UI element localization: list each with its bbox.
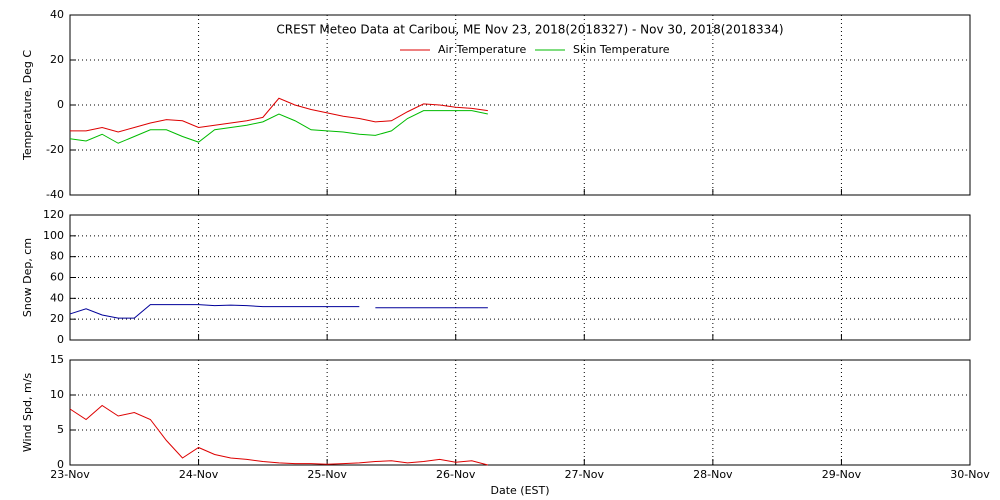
chart-title: CREST Meteo Data at Caribou, ME Nov 23, …	[276, 23, 783, 37]
y-tick-label: 120	[43, 208, 64, 221]
y-tick-label: 20	[50, 53, 64, 66]
y-axis-label: Wind Spd, m/s	[21, 373, 34, 453]
y-tick-label: -40	[46, 188, 64, 201]
y-tick-label: -20	[46, 143, 64, 156]
data-line	[69, 304, 488, 319]
y-tick-label: 40	[50, 8, 64, 21]
x-tick-label: 26-Nov	[436, 468, 476, 481]
y-tick-label: 100	[43, 229, 64, 242]
y-tick-label: 10	[50, 388, 64, 401]
plot-frame	[69, 359, 971, 466]
plot-frame	[69, 214, 971, 341]
y-tick-label: 20	[50, 312, 64, 325]
y-tick-label: 80	[50, 250, 64, 263]
y-tick-label: 0	[57, 98, 64, 111]
y-tick-label: 5	[57, 423, 64, 436]
legend-label: Air Temperature	[438, 43, 527, 56]
x-tick-label: 24-Nov	[179, 468, 219, 481]
y-tick-label: 60	[50, 271, 64, 284]
y-tick-label: 0	[57, 458, 64, 471]
x-tick-label: 29-Nov	[822, 468, 862, 481]
y-tick-label: 15	[50, 353, 64, 366]
data-line	[70, 97, 488, 133]
x-tick-label: 23-Nov	[50, 468, 90, 481]
plot-frame	[69, 14, 971, 196]
data-line	[69, 404, 488, 466]
y-tick-label: 40	[50, 291, 64, 304]
y-axis-label: Temperature, Deg C	[21, 50, 34, 161]
legend-label: Skin Temperature	[573, 43, 670, 56]
y-axis-label: Snow Dep, cm	[21, 238, 34, 317]
x-tick-label: 28-Nov	[693, 468, 733, 481]
data-line	[69, 110, 488, 144]
x-axis-label: Date (EST)	[490, 484, 549, 497]
x-tick-label: 27-Nov	[565, 468, 605, 481]
y-tick-label: 0	[57, 333, 64, 346]
x-tick-label: 30-Nov	[950, 468, 990, 481]
x-tick-label: 25-Nov	[307, 468, 347, 481]
